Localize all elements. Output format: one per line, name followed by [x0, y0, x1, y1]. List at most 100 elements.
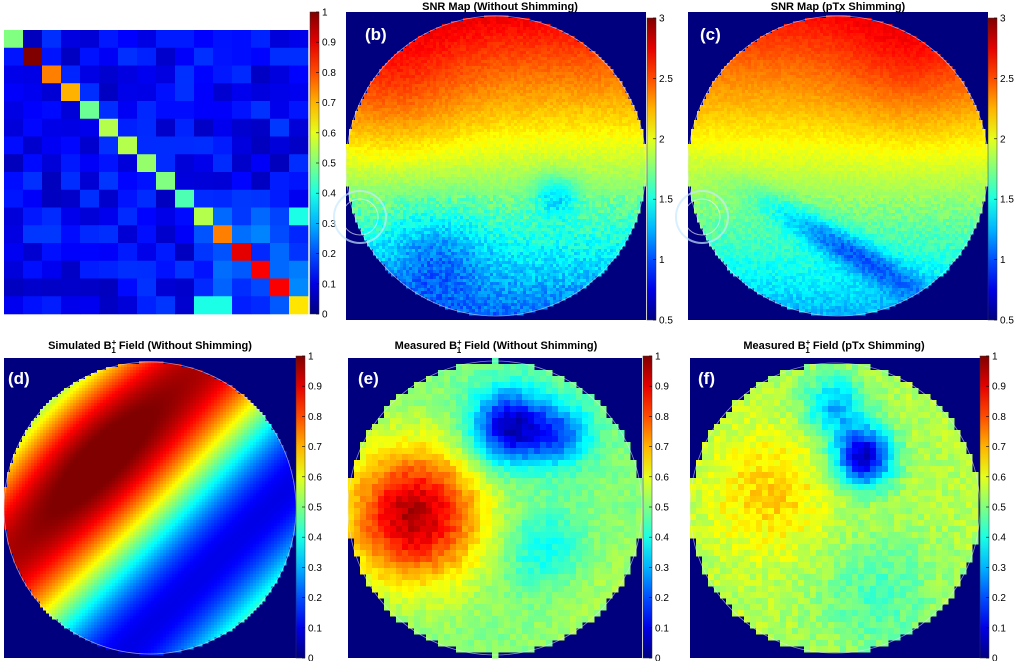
matrix-cell — [61, 208, 80, 226]
matrix-cell — [4, 261, 23, 279]
matrix-cell — [118, 83, 137, 101]
matrix-cell — [213, 279, 232, 297]
matrix-cell — [251, 101, 270, 119]
matrix-cell — [80, 119, 99, 137]
matrix-cell — [118, 137, 137, 155]
matrix-cell — [270, 208, 289, 226]
matrix-cell — [270, 30, 289, 48]
matrix-cell — [289, 30, 308, 48]
matrix-cell — [99, 66, 118, 84]
colorbar-tick-label: 0 — [992, 654, 998, 661]
panel-c: SNR Map (pTx Shimming)(c)0.511.522.53 — [676, 1, 1014, 327]
matrix-cell — [289, 225, 308, 243]
matrix-cell — [232, 66, 251, 84]
colorbar-tick-label: 0.4 — [655, 533, 669, 544]
matrix-cell — [270, 279, 289, 297]
matrix-cell — [99, 83, 118, 101]
matrix-cell — [251, 83, 270, 101]
matrix-cell — [289, 137, 308, 155]
matrix-cell — [194, 243, 213, 261]
matrix-cell — [61, 119, 80, 137]
matrix-cell — [99, 119, 118, 137]
matrix-cell — [213, 296, 232, 314]
matrix-cell — [175, 208, 194, 226]
colorbar-tick-label: 0.6 — [992, 472, 1006, 483]
colorbar-tick-label: 0.2 — [992, 593, 1006, 604]
matrix-cell — [137, 279, 156, 297]
matrix-cell — [80, 190, 99, 208]
matrix-cell — [137, 172, 156, 190]
matrix-cell — [137, 119, 156, 137]
matrix-cell — [194, 66, 213, 84]
matrix-cell — [232, 119, 251, 137]
matrix-cell — [99, 154, 118, 172]
matrix-cell — [137, 30, 156, 48]
matrix-cell — [99, 261, 118, 279]
matrix-cell — [251, 261, 270, 279]
matrix-cell — [23, 137, 42, 155]
colorbar-tick-label: 0.4 — [322, 189, 336, 200]
matrix-cell — [175, 279, 194, 297]
matrix-cell — [80, 30, 99, 48]
matrix-cell — [80, 101, 99, 119]
matrix-cell — [289, 101, 308, 119]
matrix-cell — [99, 137, 118, 155]
matrix-cell — [156, 225, 175, 243]
matrix-cell — [270, 154, 289, 172]
matrix-cell — [23, 66, 42, 84]
matrix-cell — [270, 190, 289, 208]
matrix-cell — [4, 119, 23, 137]
matrix-cell — [194, 83, 213, 101]
matrix-cell — [270, 261, 289, 279]
matrix-cell — [4, 172, 23, 190]
matrix-cell — [194, 48, 213, 66]
matrix-cell — [137, 208, 156, 226]
title-prefix: Measured B — [743, 340, 805, 352]
panel-title: Measured B+ 1 Field (Without Shimming) — [395, 338, 598, 355]
matrix-cell — [42, 137, 61, 155]
matrix-cell — [118, 30, 137, 48]
matrix-cell — [270, 137, 289, 155]
colorbar-tick-label: 0.6 — [308, 472, 322, 483]
colorbar-tick-label: 0.7 — [308, 442, 322, 453]
matrix-cell — [4, 208, 23, 226]
matrix-cell — [80, 208, 99, 226]
matrix-cell — [99, 101, 118, 119]
matrix-cell — [80, 279, 99, 297]
matrix-cell — [118, 190, 137, 208]
matrix-cell — [232, 261, 251, 279]
matrix-cell — [289, 154, 308, 172]
matrix-cell — [270, 172, 289, 190]
matrix-cell — [137, 48, 156, 66]
matrix-cell — [23, 83, 42, 101]
colorbar-tick-label: 0.5 — [322, 159, 336, 170]
matrix-cell — [156, 101, 175, 119]
matrix-cell — [4, 154, 23, 172]
matrix-cell — [175, 190, 194, 208]
matrix-cell — [23, 119, 42, 137]
matrix-cell — [213, 154, 232, 172]
colorbar-tick-label: 0.7 — [655, 442, 669, 453]
matrix-cell — [61, 66, 80, 84]
panel-a: (a)00.10.20.30.40.50.60.70.80.91 — [4, 6, 336, 321]
matrix-cell — [80, 296, 99, 314]
panel-title: SNR Map (Without Shimming) — [422, 1, 578, 13]
matrix-cell — [61, 30, 80, 48]
colorbar-tick-label: 0.9 — [322, 38, 336, 49]
matrix-cell — [42, 48, 61, 66]
colorbar-tick-label: 2 — [1000, 134, 1006, 145]
matrix-cell — [137, 101, 156, 119]
panel-label: (e) — [358, 369, 379, 388]
matrix-cell — [118, 243, 137, 261]
colorbar-tick-label: 0.2 — [308, 593, 322, 604]
colorbar-tick-label: 3 — [1000, 14, 1006, 25]
matrix-cell — [232, 101, 251, 119]
matrix-cell — [213, 172, 232, 190]
colorbar-tick-label: 0.9 — [308, 382, 322, 393]
title-prefix: Measured B — [395, 340, 457, 352]
matrix-cell — [42, 243, 61, 261]
colorbar-tick-label: 0.5 — [992, 503, 1006, 514]
matrix-cell — [175, 48, 194, 66]
matrix-cell — [194, 137, 213, 155]
colorbar-tick-label: 1 — [308, 352, 314, 363]
